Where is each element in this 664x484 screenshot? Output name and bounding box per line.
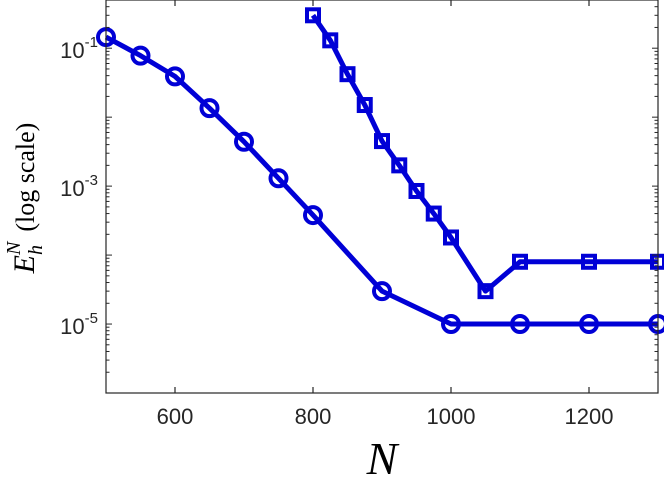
series-2-point [356,97,373,114]
series-2-point [339,66,356,83]
x-axis-title: N [366,433,400,484]
y-tick-label-exponent: -1 [85,34,98,51]
y-axis-title-sub: h [25,245,47,255]
series-2-point [322,32,339,49]
svg-text:EhN(log scale): EhN (log scale) [3,123,47,275]
y-tick-label-base: 10 [60,314,84,339]
plot-area [106,0,658,393]
y-tick-label-base: 10 [60,38,84,63]
y-axis-title: EhN (log scale) [3,123,47,275]
series-1-point [234,131,254,152]
series-2-point [512,253,528,270]
series-1-point [130,45,151,66]
y-tick-label: 10-3 [60,172,98,201]
y-axis-title-sup: N [3,240,25,256]
series-1-point [268,168,289,189]
y-tick-label: 10-1 [60,34,98,63]
y-axis-title-suffix: (log scale) [11,123,40,232]
x-tick-label: 600 [157,404,194,429]
series-2-point [581,253,597,270]
series-2-point [305,7,321,24]
y-tick-label-exponent: -3 [85,172,98,189]
series-1-point [165,66,185,87]
series-1-point [441,314,461,335]
series-2-point [374,133,390,150]
x-axis: 600 800 1000 1200 [157,0,614,429]
series-2-point [391,157,408,174]
x-tick-label: 1000 [427,404,476,429]
x-tick-label: 800 [295,404,332,429]
series-2-point [477,283,494,300]
series-1-point [199,98,220,119]
y-tick-label-base: 10 [60,176,84,201]
series-1-point [303,205,323,226]
series-1-point [372,281,392,302]
chart-marks [96,7,664,335]
series-2-line [310,13,658,294]
y-tick-label: 10-5 [60,310,98,339]
x-tick-label: 1200 [565,404,614,429]
series-1-point [579,314,599,335]
series-2-point [425,205,442,222]
y-tick-label-exponent: -5 [85,310,98,327]
series-1-point [510,314,530,335]
y-axis: 10-110-310-5 [60,0,658,394]
series-2-point [443,229,459,246]
series-2-point [408,182,425,199]
y-axis-title-main: E [8,255,41,274]
